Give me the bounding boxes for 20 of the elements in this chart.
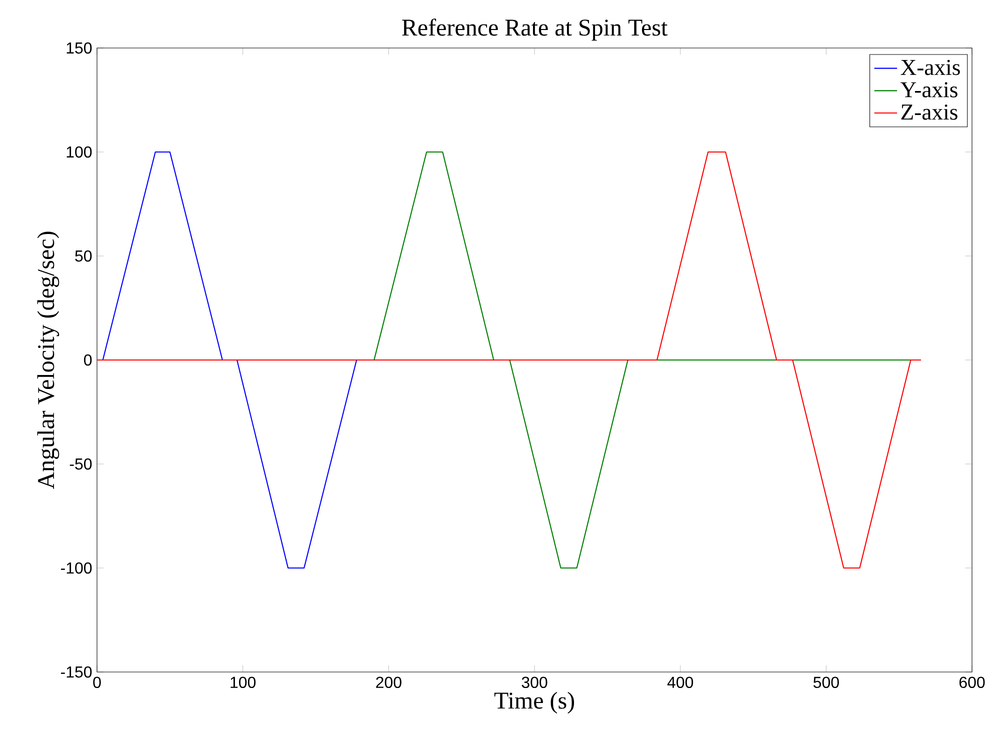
y-tick-label: 50 bbox=[75, 250, 92, 262]
legend-label: X-axis bbox=[900, 60, 960, 76]
x-tick-label: 0 bbox=[93, 676, 101, 688]
legend-label: Z-axis bbox=[901, 104, 958, 120]
chart-title: Reference Rate at Spin Test bbox=[402, 18, 668, 41]
y-tick-label: -100 bbox=[60, 562, 92, 574]
x-tick-label: 200 bbox=[376, 676, 402, 688]
x-tick-label: 400 bbox=[667, 676, 694, 688]
y-tick-label: -150 bbox=[60, 666, 92, 678]
x-tick-label: 100 bbox=[230, 676, 256, 688]
legend-label: Y-axis bbox=[900, 82, 958, 98]
x-tick-label: 500 bbox=[813, 676, 839, 688]
x-tick-label: 300 bbox=[522, 676, 548, 688]
x-axis-title: Time (s) bbox=[494, 692, 574, 714]
y-tick-label: 0 bbox=[84, 354, 92, 366]
y-tick-label: -50 bbox=[70, 458, 92, 470]
y-tick-label: 150 bbox=[66, 42, 92, 54]
x-tick-label: 600 bbox=[959, 676, 985, 688]
y-tick-label: 100 bbox=[66, 146, 92, 158]
y-axis-title: Angular Velocity (deg/sec) bbox=[37, 232, 60, 490]
